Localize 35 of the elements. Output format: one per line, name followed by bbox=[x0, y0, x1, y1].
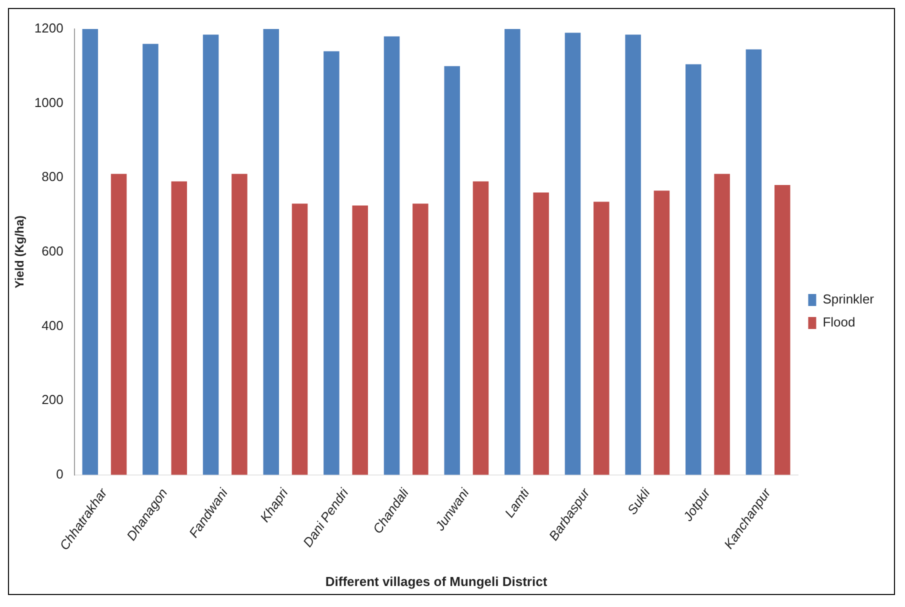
bar bbox=[594, 202, 610, 475]
bar bbox=[654, 190, 670, 475]
bar bbox=[746, 49, 762, 475]
bar bbox=[82, 29, 98, 475]
bar bbox=[232, 174, 248, 475]
y-axis-title: Yield (Kg/ha) bbox=[12, 215, 27, 288]
y-tick-label: 1200 bbox=[34, 20, 64, 36]
bar bbox=[625, 34, 641, 475]
bar bbox=[774, 185, 790, 475]
bar bbox=[384, 36, 400, 475]
y-tick-label: 200 bbox=[42, 392, 64, 408]
bar bbox=[533, 192, 549, 475]
bar bbox=[171, 181, 188, 475]
y-tick-label: 600 bbox=[42, 244, 64, 259]
y-tick-label: 0 bbox=[56, 466, 64, 482]
bar bbox=[472, 181, 489, 475]
bar bbox=[714, 174, 730, 475]
bar bbox=[686, 64, 702, 475]
bar bbox=[564, 32, 581, 475]
legend-label: Flood bbox=[822, 314, 856, 330]
legend-label: Sprinkler bbox=[822, 292, 875, 307]
y-tick-label: 400 bbox=[42, 318, 64, 333]
y-tick-label: 1000 bbox=[34, 94, 64, 110]
bar bbox=[142, 44, 158, 475]
bar bbox=[263, 29, 280, 475]
bar bbox=[412, 204, 428, 475]
bar bbox=[504, 29, 520, 475]
bar bbox=[292, 204, 308, 475]
bar bbox=[202, 34, 219, 475]
y-tick-label: 800 bbox=[42, 169, 64, 184]
x-axis-title: Different villages of Mungeli District bbox=[325, 574, 548, 589]
bar bbox=[324, 51, 340, 475]
bar bbox=[352, 205, 368, 475]
bar bbox=[110, 174, 127, 475]
bar bbox=[444, 66, 460, 475]
